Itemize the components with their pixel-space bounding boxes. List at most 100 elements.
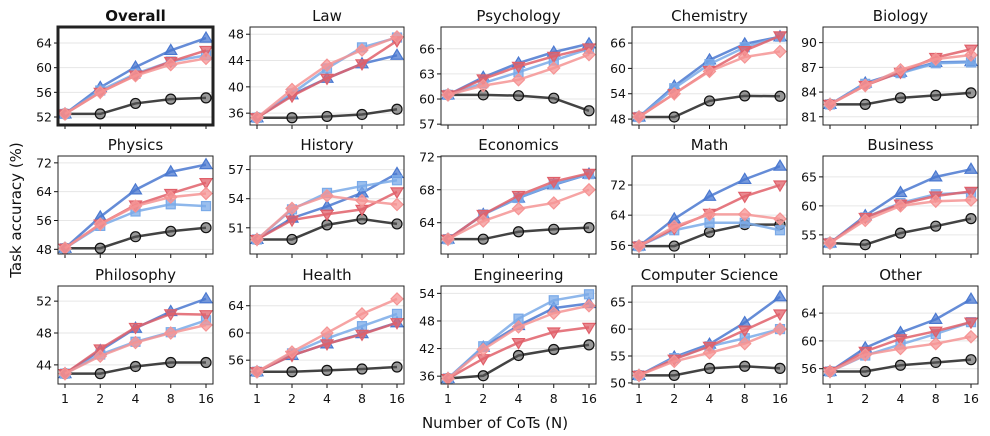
data-point — [774, 362, 786, 374]
y-tick-label: 84 — [801, 85, 817, 100]
y-tick-label: 64 — [228, 298, 244, 313]
y-tick-label: 52 — [36, 109, 52, 124]
y-tick-label: 48 — [36, 242, 52, 257]
data-point — [772, 159, 788, 171]
data-point — [582, 182, 596, 197]
data-point — [391, 175, 403, 186]
data-point — [702, 207, 717, 222]
data-point — [546, 327, 561, 340]
data-point — [583, 105, 595, 117]
data-point — [391, 218, 403, 230]
data-point — [200, 200, 212, 212]
y-tick-label: 44 — [228, 53, 244, 68]
data-point — [582, 298, 596, 313]
y-tick-label: 54 — [228, 191, 244, 206]
data-point — [582, 47, 596, 62]
data-point — [772, 289, 788, 302]
panel-title: Engineering — [474, 266, 564, 284]
data-point — [548, 223, 560, 235]
y-tick-label: 90 — [801, 35, 817, 50]
data-point — [511, 72, 526, 87]
data-point — [390, 30, 404, 44]
data-point — [965, 354, 977, 366]
data-point — [774, 225, 786, 236]
x-tick-label: 2 — [288, 391, 296, 406]
data-point — [285, 345, 299, 359]
data-point — [737, 325, 752, 338]
y-tick-label: 64 — [36, 36, 52, 51]
x-tick-label: 2 — [861, 391, 869, 406]
x-tick-label: 8 — [550, 391, 558, 406]
data-point — [703, 362, 716, 374]
data-point — [93, 217, 108, 231]
data-point — [286, 112, 298, 124]
series-diamond — [58, 318, 213, 381]
data-point — [128, 68, 143, 83]
data-point — [285, 201, 299, 216]
data-point — [511, 190, 526, 203]
data-point — [200, 356, 212, 369]
panel-other: 56 60 64 1 2 4 8 16 Other — [801, 266, 979, 406]
panel-title: Psychology — [476, 7, 560, 25]
y-tick-label: 60 — [801, 333, 817, 348]
data-point — [858, 78, 873, 93]
y-tick-label: 56 — [36, 213, 52, 228]
data-point — [163, 57, 178, 72]
data-point — [286, 366, 298, 378]
series-diamond — [441, 298, 596, 386]
data-point — [512, 226, 525, 238]
data-point — [163, 309, 178, 322]
x-tick-label: 16 — [389, 391, 405, 406]
data-point — [930, 89, 942, 101]
data-point — [546, 306, 561, 320]
x-tick-label: 1 — [61, 391, 69, 406]
data-point — [893, 334, 908, 346]
panel-title: Overall — [105, 7, 166, 25]
data-point — [94, 108, 106, 120]
data-point — [930, 356, 942, 369]
data-point — [321, 110, 333, 123]
data-point — [250, 364, 264, 379]
data-point — [546, 61, 561, 75]
data-point — [894, 92, 907, 104]
y-tick-label: 64 — [419, 215, 435, 230]
panel-history: 51 54 57 History — [228, 136, 405, 258]
y-tick-label: 72 — [610, 178, 626, 193]
x-tick-label: 1 — [826, 391, 834, 406]
series-diamond — [823, 48, 978, 112]
data-point — [964, 329, 978, 344]
x-axis-label: Number of CoTs (N) — [422, 414, 568, 432]
series-diamond — [250, 30, 404, 125]
y-tick-label: 60 — [228, 325, 244, 340]
data-point — [320, 326, 334, 340]
y-tick-label: 54 — [419, 286, 435, 301]
data-point — [930, 220, 942, 232]
panel-biology: 81 84 87 90 Biology — [801, 7, 979, 129]
y-tick-label: 60 — [610, 322, 626, 337]
data-point — [894, 227, 907, 239]
data-point — [964, 48, 978, 62]
data-point — [773, 44, 787, 59]
data-point — [389, 318, 405, 330]
series-triangle-up — [249, 166, 405, 245]
series-diamond — [58, 51, 213, 121]
data-point — [128, 182, 143, 195]
series-circle — [824, 213, 977, 251]
data-point — [355, 193, 369, 208]
data-point — [667, 354, 682, 369]
x-tick-label: 8 — [932, 391, 940, 406]
data-point — [928, 336, 943, 351]
data-point — [355, 307, 369, 321]
panel-title: Computer Science — [641, 266, 778, 284]
panel-title: Business — [867, 136, 933, 154]
x-tick-label: 2 — [96, 391, 104, 406]
data-point — [893, 62, 908, 77]
data-point — [165, 225, 177, 237]
panel-frame — [57, 155, 214, 255]
series-diamond — [441, 182, 596, 247]
data-point — [128, 322, 143, 335]
data-point — [737, 336, 752, 351]
panel-title: Biology — [873, 7, 929, 25]
